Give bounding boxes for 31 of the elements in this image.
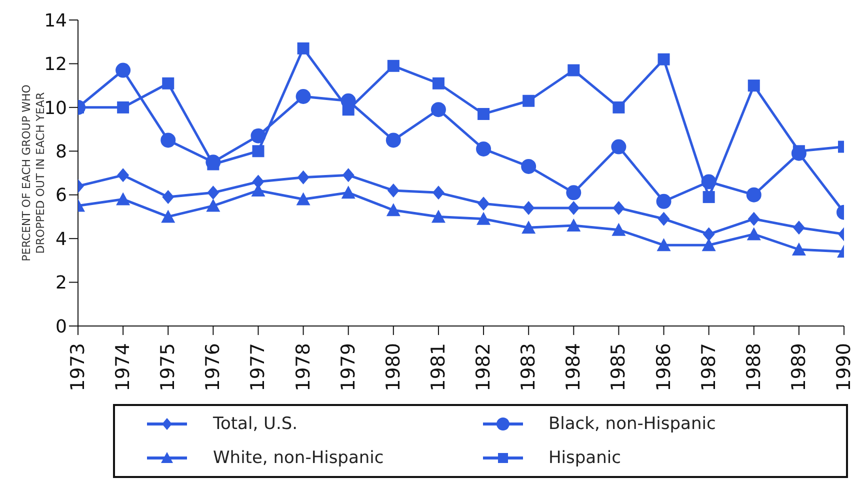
y-tick-label: 4 bbox=[56, 228, 67, 250]
x-tick-label: 1989 bbox=[788, 343, 810, 392]
legend-label: White, non-Hispanic bbox=[213, 448, 384, 468]
x-tick-label: 1977 bbox=[247, 343, 270, 392]
y-tick-label: 8 bbox=[56, 142, 67, 163]
x-tick-label: 1984 bbox=[562, 343, 585, 392]
x-tick-label: 1981 bbox=[427, 343, 450, 392]
legend-label: Black, non-Hispanic bbox=[548, 414, 716, 434]
x-tick-label: 1982 bbox=[472, 343, 495, 392]
x-tick-label: 1988 bbox=[742, 343, 765, 392]
x-tick-label: 1979 bbox=[337, 343, 360, 392]
x-tick-label: 1975 bbox=[157, 343, 180, 392]
legend-label: Hispanic bbox=[548, 448, 621, 468]
y-tick-label: 12 bbox=[44, 54, 67, 76]
x-tick-label: 1978 bbox=[292, 343, 314, 392]
x-tick-label: 1980 bbox=[382, 343, 404, 392]
y-tick-label: 14 bbox=[44, 10, 67, 32]
y-tick-label: 6 bbox=[56, 185, 67, 206]
y-tick-label: 10 bbox=[44, 98, 67, 119]
y-tick-label: 0 bbox=[56, 316, 67, 338]
x-tick-label: 1986 bbox=[652, 343, 675, 392]
y-axis-title: PERCENT OF EACH GROUP WHO DROPPED OUT IN EACH YEAR bbox=[20, 84, 47, 262]
x-tick-label: 1974 bbox=[112, 343, 134, 392]
legend-label: Total, U.S. bbox=[213, 414, 298, 434]
x-tick-label: 1973 bbox=[67, 343, 89, 392]
x-tick-label: 1987 bbox=[698, 343, 720, 392]
x-tick-label: 1976 bbox=[202, 343, 224, 392]
x-tick-label: 1990 bbox=[833, 343, 855, 392]
x-tick-label: 1983 bbox=[518, 343, 540, 392]
x-tick-label: 1985 bbox=[608, 343, 630, 392]
y-tick-label: 2 bbox=[56, 272, 67, 294]
